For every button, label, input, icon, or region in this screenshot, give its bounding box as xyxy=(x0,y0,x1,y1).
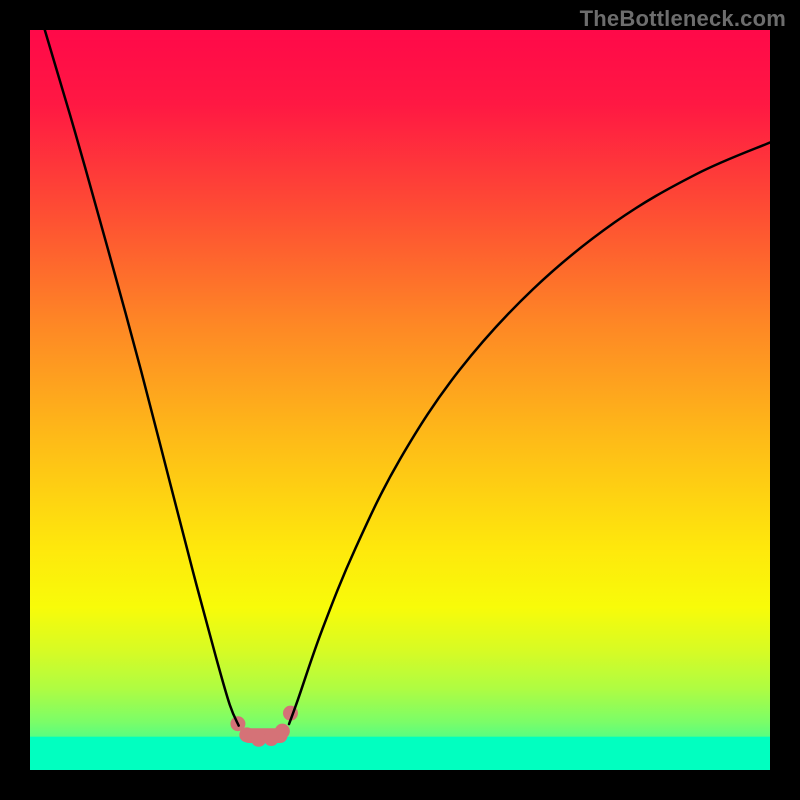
plot-background xyxy=(30,30,770,770)
chart-stage: TheBottleneck.com xyxy=(0,0,800,800)
base-band xyxy=(30,737,770,770)
trough-dot xyxy=(275,724,290,739)
bottleneck-chart xyxy=(0,0,800,800)
